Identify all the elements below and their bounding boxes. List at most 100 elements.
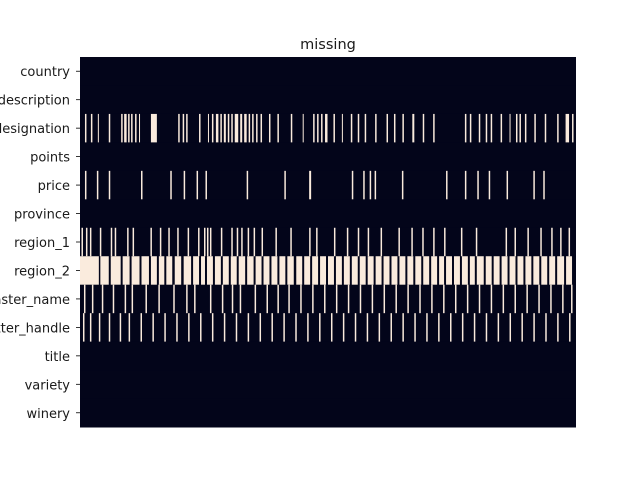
heatmap-row-winery [80, 398, 576, 428]
missing-cell-region-1-1 [85, 227, 88, 257]
missing-cell-region-1-40 [505, 227, 508, 257]
missing-cell-designation-53 [490, 113, 493, 143]
missing-cell-designation-38 [341, 113, 343, 143]
missing-cell-region-2-29 [335, 256, 342, 286]
missing-cell-taster-name-23 [347, 284, 350, 314]
missing-cell-region-2-18 [247, 256, 254, 286]
missing-cell-region-2-15 [222, 256, 229, 286]
missing-cell-designation-33 [313, 113, 315, 143]
missing-cell-taster-twitter-handle-8 [164, 313, 166, 343]
missing-cell-designation-20 [227, 113, 230, 143]
missing-cell-designation-41 [364, 113, 367, 143]
missing-cell-taster-name-7 [158, 284, 160, 314]
y-tick-label-points: points [30, 151, 70, 166]
missing-cell-taster-name-19 [300, 284, 302, 314]
missing-cell-taster-name-2 [101, 284, 104, 314]
missing-cell-price-6 [196, 170, 199, 200]
missing-cell-taster-twitter-handle-15 [247, 313, 250, 343]
missing-cell-taster-twitter-handle-16 [259, 313, 262, 343]
missing-cell-region-1-41 [514, 227, 516, 257]
missing-cell-region-1-11 [177, 227, 179, 257]
missing-cell-region-2-50 [501, 256, 508, 286]
missing-cell-designation-60 [544, 113, 547, 143]
missing-cell-designation-24 [244, 113, 247, 143]
missing-cell-region-2-49 [493, 256, 500, 286]
missing-cell-region-1-6 [127, 227, 129, 257]
missing-cell-region-1-20 [241, 227, 243, 257]
missing-cell-designation-6 [128, 113, 130, 143]
missing-cell-designation-55 [509, 113, 511, 143]
missing-cell-designation-18 [220, 113, 222, 143]
missing-cell-price-2 [108, 170, 111, 200]
missing-cell-region-2-16 [230, 256, 237, 286]
missing-cell-designation-45 [402, 113, 404, 143]
missing-cell-region-2-14 [214, 256, 221, 286]
missing-cell-region-2-45 [461, 256, 468, 286]
missing-cell-region-2-30 [343, 256, 350, 286]
missing-cell-taster-twitter-handle-12 [211, 313, 214, 343]
missing-cell-taster-twitter-handle-2 [98, 313, 101, 343]
y-tick-label-price: price [38, 179, 70, 194]
missing-cell-region-1-13 [198, 227, 200, 257]
missing-cell-designation-63 [572, 113, 574, 143]
missing-cell-designation-43 [386, 113, 389, 143]
missing-cell-price-1 [96, 170, 99, 200]
heatmap-rows [80, 57, 576, 428]
missing-cell-designation-42 [375, 113, 377, 143]
missing-cell-designation-48 [433, 113, 435, 143]
missing-cell-region-2-38 [407, 256, 414, 286]
missing-cell-region-2-17 [238, 256, 246, 286]
missing-cell-designation-40 [357, 113, 360, 143]
missing-cell-region-1-12 [187, 227, 190, 257]
missing-cell-designation-37 [333, 113, 335, 143]
missing-cell-designation-11 [178, 113, 180, 143]
missing-cell-price-16 [446, 170, 448, 200]
missing-cell-region-2-7 [158, 256, 165, 286]
missing-cell-region-2-23 [287, 256, 294, 286]
missing-cell-region-2-51 [509, 256, 516, 286]
missing-cell-taster-twitter-handle-20 [307, 313, 309, 343]
missing-cell-region-1-39 [475, 227, 478, 257]
missing-cell-taster-twitter-handle-24 [354, 313, 357, 343]
row-labels: country description designation points price… [0, 65, 80, 422]
missing-cell-price-18 [477, 170, 479, 200]
missing-cell-region-1-38 [460, 227, 463, 257]
missing-cell-designation-52 [485, 113, 488, 143]
missing-cell-price-15 [401, 170, 404, 200]
missing-cell-designation-30 [277, 113, 279, 143]
missing-cell-taster-name-14 [239, 284, 242, 314]
missing-cell-region-1-32 [380, 227, 383, 257]
missing-cell-taster-name-5 [131, 284, 134, 314]
missing-cell-price-20 [506, 170, 509, 200]
missing-cell-taster-twitter-handle-9 [176, 313, 178, 343]
missing-cell-designation-22 [234, 113, 239, 143]
missing-cell-price-19 [488, 170, 491, 200]
missing-cell-region-1-10 [168, 227, 170, 257]
missing-cell-taster-twitter-handle-6 [140, 313, 142, 343]
y-tick-label-title: title [45, 350, 70, 365]
missing-cell-designation-39 [350, 113, 353, 143]
missing-cell-designation-17 [215, 113, 219, 143]
missing-cell-taster-name-12 [221, 284, 224, 314]
missing-cell-region-2-11 [193, 256, 200, 286]
missing-cell-region-1-28 [333, 227, 336, 257]
missing-cell-designation-26 [252, 113, 254, 143]
missing-cell-taster-name-31 [443, 284, 445, 314]
missing-cell-designation-2 [97, 113, 99, 143]
missing-cell-taster-name-15 [254, 284, 257, 314]
missing-cell-region-1-33 [398, 227, 400, 257]
missing-cell-taster-twitter-handle-33 [461, 313, 464, 343]
missing-cell-region-2-35 [383, 256, 390, 286]
missing-cell-designation-14 [199, 113, 201, 143]
y-tick-label-winery: winery [26, 407, 70, 422]
missing-cell-designation-56 [515, 113, 518, 143]
missing-cell-designation-7 [131, 113, 133, 143]
missing-cell-region-2-56 [549, 256, 556, 286]
missing-cell-price-8 [246, 170, 249, 200]
missing-cell-region-2-5 [141, 256, 149, 286]
missing-cell-designation-47 [422, 113, 425, 143]
y-tick-label-variety: variety [25, 378, 71, 393]
missing-cell-taster-twitter-handle-19 [295, 313, 297, 343]
missing-cell-region-2-39 [415, 256, 422, 286]
